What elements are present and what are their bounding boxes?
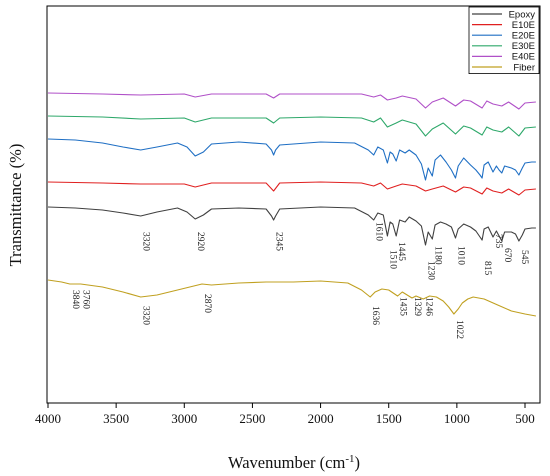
- peak-label: 1445: [396, 242, 406, 261]
- legend-box: [468, 6, 540, 74]
- peak-label: 3760: [81, 290, 91, 309]
- x-axis-title-close: ): [355, 453, 361, 472]
- peak-label: 1510: [387, 250, 397, 269]
- y-axis-title: Transmittance (%): [6, 144, 25, 267]
- legend-label-fiber: Fiber: [513, 62, 535, 73]
- x-tick-label: 500: [515, 411, 535, 426]
- x-tick-label: 1000: [444, 411, 470, 426]
- series-line-e30e: [47, 115, 536, 137]
- series-layer: [47, 92, 536, 317]
- x-tick-label: 3500: [103, 411, 129, 426]
- peak-label: 1180: [432, 246, 442, 265]
- peak-label: 1010: [456, 246, 466, 265]
- peak-label: 1230: [426, 261, 436, 280]
- series-line-epoxy: [47, 206, 536, 246]
- peak-label: 815: [482, 261, 492, 276]
- peak-label: 3320: [141, 306, 151, 325]
- series-line-e40e: [47, 92, 536, 110]
- peak-label: 1329: [412, 297, 422, 316]
- x-axis: 4000 3500 3000 2500 2000 1500 1000 500: [35, 403, 535, 426]
- peak-label: 1636: [370, 306, 380, 325]
- peak-label: 1435: [398, 297, 408, 316]
- peak-label: 670: [502, 248, 512, 263]
- x-axis-title-superscript: -1: [345, 453, 354, 465]
- x-axis-title: Wavenumber (cm-1): [228, 453, 360, 472]
- legend-label-epoxy: Epoxy: [509, 9, 536, 20]
- x-tick-label: 2000: [308, 411, 334, 426]
- peak-label: 3840: [70, 290, 80, 309]
- x-tick-label: 2500: [239, 411, 265, 426]
- peak-label: 3320: [141, 232, 151, 251]
- x-tick-label: 1500: [376, 411, 402, 426]
- series-line-fiber: [47, 279, 536, 317]
- series-line-e10e: [47, 181, 536, 196]
- legend-label-e40e: E40E: [512, 52, 535, 63]
- legend-label-e30e: E30E: [512, 41, 535, 52]
- x-tick-label: 3000: [171, 411, 197, 426]
- plot-frame: [46, 5, 541, 404]
- peak-label: 2345: [274, 232, 284, 251]
- peak-label: 2870: [202, 294, 212, 313]
- peak-label: 545: [519, 250, 529, 265]
- peak-label: 1022: [454, 320, 464, 339]
- peak-label: 735: [493, 234, 503, 249]
- x-axis-title-main: Wavenumber (cm: [228, 453, 345, 472]
- legend-label-e20e: E20E: [512, 31, 535, 42]
- x-tick-label: 4000: [35, 411, 61, 426]
- series-line-e20e: [47, 138, 536, 181]
- peak-label: 1246: [423, 297, 433, 316]
- peak-label: 2920: [195, 232, 205, 251]
- legend-label-e10e: E10E: [512, 20, 535, 31]
- peak-label: 1610: [374, 222, 384, 241]
